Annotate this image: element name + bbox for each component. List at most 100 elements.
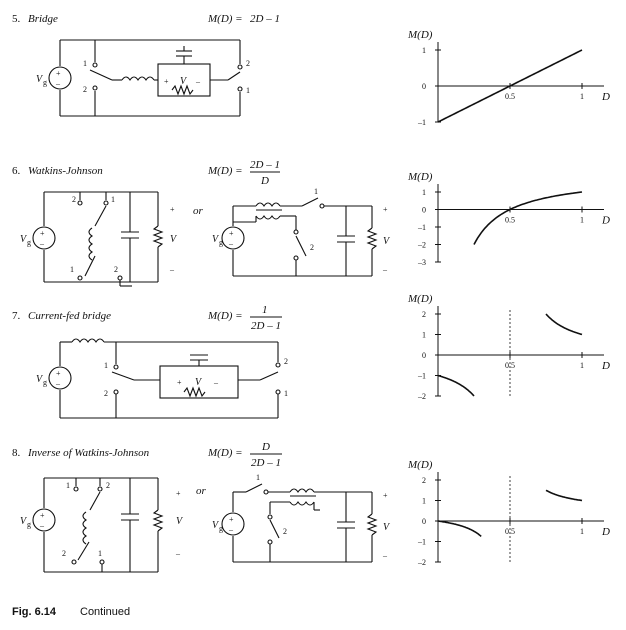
svg-text:g: g [219,238,223,247]
y-axis-label: M(D) [407,29,433,41]
svg-text:+: + [383,491,388,500]
svg-text:+: + [40,229,45,238]
resistor-symbol [152,509,164,532]
x-axis-label: D [601,360,610,372]
gain-numerator: 2D – 1 [250,159,280,171]
x-tick-label: 0.5 [505,527,515,536]
y-tick-label: 0 [422,82,426,91]
x-axis-label: D [601,526,610,538]
svg-text:–: – [175,549,181,558]
converter-name: Watkins-Johnson [28,165,103,177]
svg-text:2: 2 [62,549,66,558]
converter-name: Inverse of Watkins-Johnson [27,447,150,459]
plot-bridge-gain: M(D) D 1 0 –1 0.5 1 [407,29,610,127]
svg-text:V: V [212,520,220,531]
gain-denominator: 2D – 1 [251,457,281,469]
svg-text:–: – [382,551,388,560]
svg-text:1: 1 [284,389,288,398]
y-tick-label: 0 [422,351,426,360]
v-label: V [180,76,188,87]
switch-terminal [92,62,98,68]
svg-text:1: 1 [314,187,318,196]
terminal-label: 1 [246,86,250,95]
svg-text:+: + [383,205,388,214]
y-tick-label: 1 [422,497,426,506]
y-tick-label: –1 [417,372,426,381]
y-tick-label: –2 [417,392,426,401]
voltage-source-symbol: + – [32,226,56,250]
converter-number: 5. [12,13,21,25]
resistor-symbol [171,84,194,96]
switch-blade [77,541,90,561]
gain-denominator: 2D – 1 [251,320,281,332]
svg-text:2: 2 [114,265,118,274]
svg-text:V: V [212,234,220,245]
gain-curve [545,313,583,336]
x-tick-label: 1 [580,92,584,101]
gain-curve [545,489,583,502]
x-axis-label: D [601,91,610,103]
converter-name: Current-fed bridge [28,310,111,322]
vg-subscript: g [43,78,47,87]
x-tick-label: 0.5 [505,361,515,370]
converter-number: 7. [12,310,21,322]
switch-terminal [237,64,243,70]
svg-text:1: 1 [70,265,74,274]
voltage-source-symbol: + – [48,66,72,90]
converter-inverse-watkins-johnson: 8. Inverse of Watkins-Johnson M(D) = D 2… [12,441,391,573]
switch-terminal [92,85,98,91]
x-axis-label: D [601,215,610,227]
y-tick-label: –1 [417,223,426,232]
y-axis-label: M(D) [407,171,433,183]
svg-text:2: 2 [284,357,288,366]
svg-text:V: V [195,377,203,388]
switch-blade [245,483,263,493]
transformer-primary [255,202,281,207]
voltage-source-symbol: + – [32,508,56,532]
gain-expression: 2D – 1 [250,13,280,25]
y-tick-label: –1 [417,118,426,127]
converter-number: 6. [12,165,21,177]
y-tick-label: 2 [422,310,426,319]
converter-watkins-johnson: 6. Watkins-Johnson M(D) = 2D – 1 D + – V… [12,159,391,287]
gain-numerator: 1 [262,304,268,316]
switch-blade [84,255,96,277]
svg-text:+: + [56,69,61,78]
resistor-symbol [183,386,206,398]
svg-text:g: g [27,520,31,529]
svg-text:–: – [55,79,61,88]
inductor-symbol [88,227,93,261]
switch-blade [295,235,307,257]
converter-bridge: 5. Bridge M(D) = 2D – 1 + – V g 1 2 [12,13,280,117]
x-tick-label: 1 [580,361,584,370]
or-label: or [196,485,207,497]
or-label: or [193,205,204,217]
gain-lhs: M(D) = [207,447,243,459]
switch-blade [94,205,107,227]
gain-lhs: M(D) = [207,165,243,177]
x-tick-label: 1 [580,216,584,225]
gain-denominator: D [260,175,269,187]
gain-curve [437,520,482,538]
voltage-source-symbol: + – [48,366,72,390]
gain-curve [437,374,475,397]
svg-text:V: V [20,234,28,245]
gain-lhs: M(D) = [207,13,243,25]
svg-text:g: g [27,238,31,247]
switch-terminal [237,86,243,92]
svg-text:2: 2 [283,527,287,536]
inductor-symbol [71,338,105,343]
inductor-symbol [121,76,155,81]
switch-blade [227,71,241,81]
inductor-symbol [82,511,87,545]
svg-text:+: + [176,489,181,498]
gain-curve [437,49,583,123]
svg-text:2: 2 [72,195,76,204]
svg-text:–: – [228,239,234,248]
resistor-symbol [152,225,164,248]
terminal-label: 2 [246,59,250,68]
svg-text:V: V [176,516,184,527]
svg-text:V: V [20,516,28,527]
transformer-primary [289,488,315,493]
svg-text:1: 1 [66,481,70,490]
